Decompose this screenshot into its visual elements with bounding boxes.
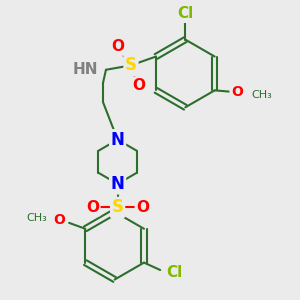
Text: O: O xyxy=(231,85,243,99)
Text: Cl: Cl xyxy=(177,7,194,22)
Text: O: O xyxy=(132,78,145,93)
Text: O: O xyxy=(111,39,124,54)
Text: Cl: Cl xyxy=(167,266,183,280)
Text: O: O xyxy=(86,200,99,215)
Text: HN: HN xyxy=(73,62,99,77)
Text: S: S xyxy=(112,198,124,216)
Text: O: O xyxy=(53,213,65,227)
Text: S: S xyxy=(125,56,137,74)
Text: CH₃: CH₃ xyxy=(26,214,47,224)
Text: O: O xyxy=(136,200,149,215)
Text: N: N xyxy=(111,131,124,149)
Text: N: N xyxy=(111,175,124,193)
Text: CH₃: CH₃ xyxy=(251,90,272,100)
